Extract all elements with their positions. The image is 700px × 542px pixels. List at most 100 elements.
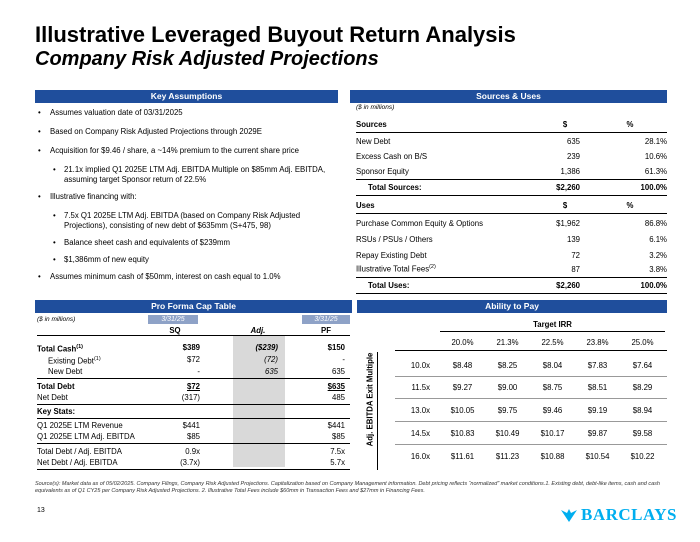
divider <box>395 350 667 351</box>
axis-divider <box>377 352 378 470</box>
footnote-ref: (1) <box>93 356 101 362</box>
divider <box>356 179 667 180</box>
total-debt-sq: $72 <box>186 382 200 391</box>
assumption-item: Acquisition for $9.46 / share, a ~14% pr… <box>36 146 336 156</box>
source-pct: 28.1% <box>644 137 667 146</box>
total-cash-label: Total Cash(1) <box>37 344 84 354</box>
divider <box>37 335 350 336</box>
use-value: 139 <box>566 235 580 244</box>
source-pct: 10.6% <box>644 152 667 161</box>
source-label: Sponsor Equity <box>356 167 409 176</box>
irr-cell: $7.64 <box>632 361 653 370</box>
irr-cell: $10.54 <box>585 452 610 461</box>
source-footnote: Source(s): Market data as of 05/02/2025.… <box>35 481 660 494</box>
new-debt-sq: - <box>197 367 200 376</box>
total-sources-pct: 100.0% <box>640 183 667 192</box>
use-value: $1,962 <box>556 219 580 228</box>
ebitda-pf: $85 <box>331 432 345 441</box>
assumption-subitem: 21.1x implied Q1 2025E LTM Adj. EBITDA M… <box>36 165 336 185</box>
irr-cell: $9.19 <box>587 406 608 415</box>
exit-multiple: 16.0x <box>410 452 430 461</box>
irr-cell: $11.23 <box>495 452 520 461</box>
divider <box>37 418 350 419</box>
key-assumptions-list: Assumes valuation date of 03/31/2025 Bas… <box>36 108 336 291</box>
revenue-sq: $441 <box>182 421 200 430</box>
existing-debt-pf: - <box>342 355 345 364</box>
total-sources-value: $2,260 <box>556 183 580 192</box>
pf-date: 3/31/25 <box>302 315 350 324</box>
irr-cell: $8.48 <box>452 361 473 370</box>
footnote-ref: (2) <box>429 264 436 270</box>
irr-cell: $8.04 <box>542 361 563 370</box>
use-label: Purchase Common Equity & Options <box>356 219 483 228</box>
nd-ebitda-label: Net Debt / Adj. EBITDA <box>37 458 118 467</box>
divider <box>395 444 667 445</box>
cap-table-header: Pro Forma Cap Table <box>35 300 352 313</box>
sources-heading: Sources <box>356 120 387 129</box>
total-uses-value: $2,260 <box>556 281 580 290</box>
exit-multiple: 14.5x <box>410 429 430 438</box>
irr-cell: $8.51 <box>587 383 608 392</box>
irr-col-header: 20.0% <box>451 338 474 347</box>
key-stats-label: Key Stats: <box>37 407 76 416</box>
uses-heading: Uses <box>356 201 375 210</box>
ebitda-label: Q1 2025E LTM Adj. EBITDA <box>37 432 135 441</box>
source-pct: 61.3% <box>644 167 667 176</box>
exit-multiple-axis-label: Adj. EBITDA Exit Multiple <box>365 352 375 447</box>
source-value: 239 <box>566 152 580 161</box>
td-ebitda-sq: 0.9x <box>185 447 200 456</box>
new-debt-pf: 635 <box>331 367 345 376</box>
irr-cell: $10.49 <box>495 429 520 438</box>
logo-text: BARCLAYS <box>581 505 677 524</box>
divider <box>356 213 667 214</box>
irr-cell: $10.83 <box>450 429 475 438</box>
assumption-item: Assumes minimum cash of $50mm, interest … <box>36 272 336 282</box>
irr-cell: $8.25 <box>497 361 518 370</box>
eagle-icon <box>561 509 577 522</box>
irr-col-header: 23.8% <box>586 338 609 347</box>
divider <box>356 195 667 196</box>
divider <box>395 421 667 422</box>
assumption-item: Assumes valuation date of 03/31/2025 <box>36 108 336 118</box>
source-value: 1,386 <box>560 167 580 176</box>
total-cash-adj: ($239) <box>255 343 278 352</box>
source-label: New Debt <box>356 137 391 146</box>
assumption-subitem: $1,386mm of new equity <box>36 255 336 265</box>
sources-uses-header: Sources & Uses <box>350 90 667 103</box>
irr-cell: $9.00 <box>497 383 518 392</box>
irr-cell: $9.87 <box>587 429 608 438</box>
existing-debt-sq: $72 <box>186 355 200 364</box>
cap-table-note: ($ in millions) <box>37 316 76 323</box>
total-cash-sq: $389 <box>182 343 200 352</box>
total-uses-pct: 100.0% <box>640 281 667 290</box>
nd-ebitda-pf: 5.7x <box>330 458 345 467</box>
col-pf: PF <box>321 326 331 335</box>
use-value: 87 <box>571 265 580 274</box>
page-title: Illustrative Leveraged Buyout Return Ana… <box>35 22 516 47</box>
irr-col-header: 25.0% <box>631 338 654 347</box>
irr-cell: $11.61 <box>450 452 475 461</box>
sq-date: 3/31/25 <box>148 315 198 324</box>
col-adj: Adj. <box>250 326 266 335</box>
irr-cell: $9.46 <box>542 406 563 415</box>
use-label: Illustrative Total Fees(2) <box>356 264 436 274</box>
irr-cell: $9.27 <box>452 383 473 392</box>
irr-col-header: 21.3% <box>496 338 519 347</box>
divider <box>37 404 350 405</box>
irr-cell: $8.75 <box>542 383 563 392</box>
use-label: RSUs / PSUs / Others <box>356 235 433 244</box>
footnote-ref: (1) <box>76 344 84 350</box>
irr-cell: $8.29 <box>632 383 653 392</box>
page-number: 13 <box>37 507 45 514</box>
irr-cell: $8.94 <box>632 406 653 415</box>
assumption-item: Illustrative financing with: <box>36 192 336 202</box>
divider <box>395 398 667 399</box>
target-irr-label: Target IRR <box>533 320 572 329</box>
sources-col-dollar: $ <box>562 120 568 129</box>
irr-cell: $10.22 <box>630 452 655 461</box>
net-debt-pf: 485 <box>331 393 345 402</box>
assumption-item: Based on Company Risk Adjusted Projectio… <box>36 127 336 137</box>
exit-multiple: 11.5x <box>411 383 431 392</box>
use-label: Repay Existing Debt <box>356 251 427 260</box>
nd-ebitda-sq: (3.7x) <box>180 458 200 467</box>
